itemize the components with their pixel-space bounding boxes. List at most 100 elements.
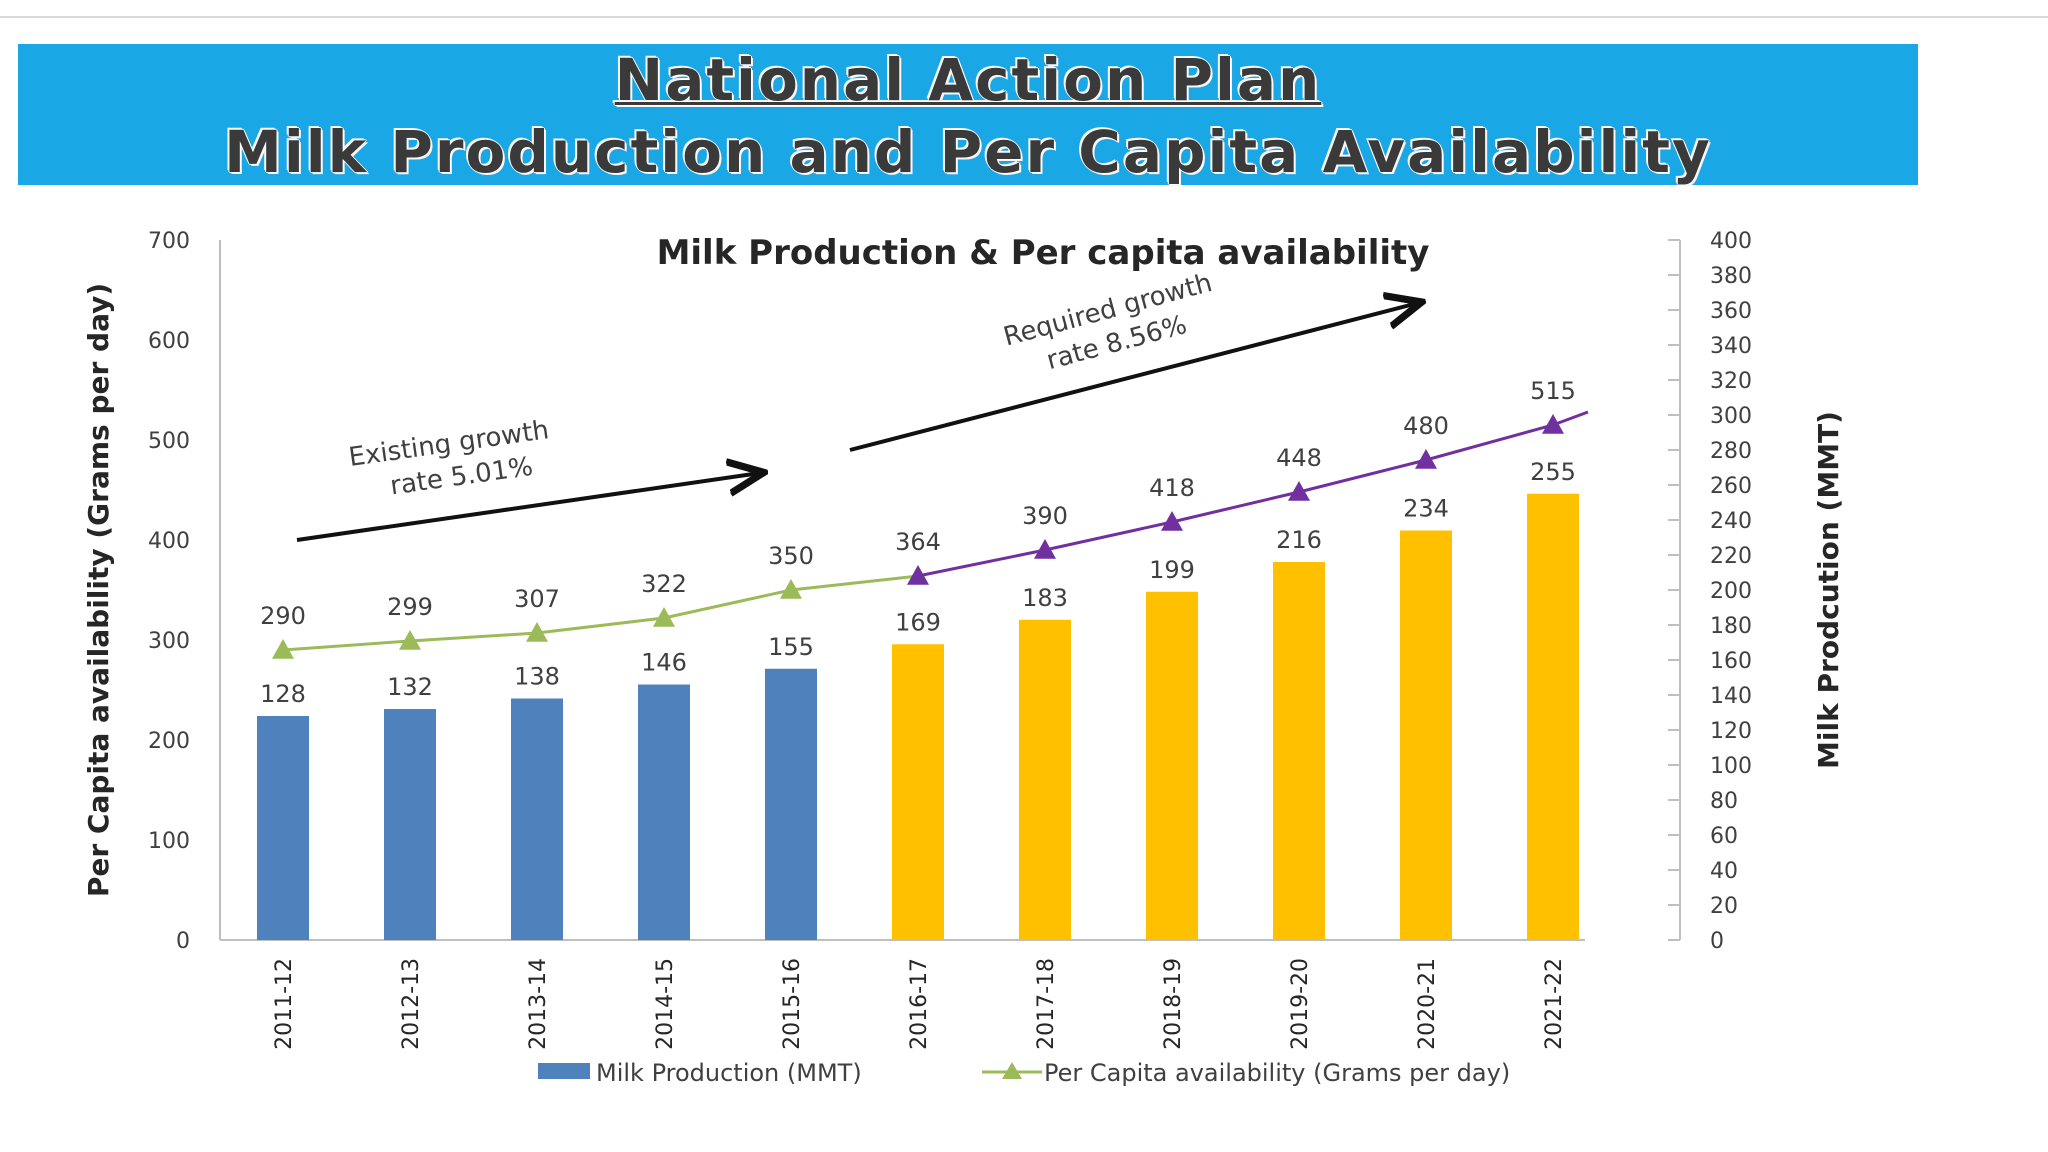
- per-capita-point-marker: [907, 565, 929, 585]
- axes: Milk Production & Per capita availabilit…: [82, 229, 1845, 1050]
- milk-production-bar: [1273, 562, 1325, 940]
- bar-value-label: 132: [387, 673, 433, 701]
- legend-label-per-capita: Per Capita availability (Grams per day): [1044, 1059, 1510, 1087]
- per-capita-point-marker: [399, 630, 421, 650]
- x-tick-label: 2013-14: [526, 958, 551, 1050]
- milk-production-bar: [384, 709, 436, 940]
- milk-production-bar: [257, 716, 309, 940]
- per-capita-line-projected: [917, 410, 1589, 578]
- left-tick-label: 400: [148, 529, 190, 554]
- required-growth-arrow: [849, 303, 1418, 452]
- per-capita-value-label: 364: [895, 528, 941, 556]
- x-tick-label: 2015-16: [780, 958, 805, 1050]
- bar-value-label: 155: [768, 633, 814, 661]
- right-axis-label: Milk Prodcution (MMT): [1812, 411, 1845, 769]
- right-tick-label: 220: [1710, 544, 1752, 569]
- per-capita-point-marker: [272, 639, 294, 659]
- per-capita-line: [272, 410, 1589, 659]
- legend-marker-per-capita: [1002, 1062, 1022, 1079]
- milk-production-bar: [511, 698, 563, 940]
- left-tick-label: 200: [148, 729, 190, 754]
- left-tick-label: 100: [148, 829, 190, 854]
- legend-label-milk-production: Milk Production (MMT): [596, 1059, 862, 1087]
- per-capita-value-label: 448: [1276, 444, 1322, 472]
- right-tick-label: 60: [1710, 824, 1738, 849]
- x-tick-label: 2017-18: [1034, 958, 1059, 1050]
- per-capita-value-label: 350: [768, 542, 814, 570]
- right-tick-label: 300: [1710, 404, 1752, 429]
- per-capita-point-marker: [1288, 481, 1310, 501]
- right-tick-label: 120: [1710, 719, 1752, 744]
- right-tick-label: 380: [1710, 264, 1752, 289]
- right-tick-label: 160: [1710, 649, 1752, 674]
- x-tick-label: 2018-19: [1161, 958, 1186, 1050]
- right-tick-label: 320: [1710, 369, 1752, 394]
- milk-production-bar: [1146, 591, 1198, 940]
- per-capita-point-marker: [1161, 511, 1183, 531]
- right-tick-label: 360: [1710, 299, 1752, 324]
- per-capita-point-marker: [780, 579, 802, 599]
- milk-production-bar: [638, 684, 690, 940]
- per-capita-point-marker: [1034, 539, 1056, 559]
- legend: Milk Production (MMT) Per Capita availabi…: [538, 1059, 1510, 1087]
- right-tick-label: 400: [1710, 229, 1752, 254]
- per-capita-value-label: 418: [1149, 474, 1195, 502]
- per-capita-line-actual: [282, 574, 919, 652]
- existing-growth-arrow: [296, 473, 760, 542]
- bar-value-label: 169: [895, 608, 941, 636]
- per-capita-value-label: 515: [1530, 377, 1576, 405]
- milk-production-bar: [1400, 530, 1452, 940]
- bar-value-label: 138: [514, 663, 560, 691]
- per-capita-point-marker: [1415, 449, 1437, 469]
- milk-production-bar: [765, 668, 817, 940]
- x-tick-label: 2012-13: [399, 958, 424, 1050]
- bar-value-label: 183: [1022, 584, 1068, 612]
- milk-production-bar: [1527, 493, 1579, 940]
- right-tick-label: 340: [1710, 334, 1752, 359]
- x-tick-label: 2014-15: [653, 958, 678, 1050]
- right-tick-label: 40: [1710, 859, 1738, 884]
- per-capita-value-label: 290: [260, 602, 306, 630]
- chart-title: Milk Production & Per capita availabilit…: [657, 233, 1430, 273]
- banner-subtitle: Milk Production and Per Capita Availabil…: [224, 118, 1712, 186]
- milk-production-bar: [1019, 619, 1071, 940]
- bar-value-label: 234: [1403, 495, 1449, 523]
- per-capita-point-marker: [653, 607, 675, 627]
- right-tick-label: 200: [1710, 579, 1752, 604]
- right-tick-label: 20: [1710, 894, 1738, 919]
- bar-value-label: 199: [1149, 556, 1195, 584]
- per-capita-value-label: 307: [514, 585, 560, 613]
- bar-value-label: 216: [1276, 526, 1322, 554]
- title-banner: National Action Plan Milk Production and…: [18, 44, 1918, 186]
- left-axis-label: Per Capita availability (Grams per day): [82, 283, 115, 897]
- bar-value-label: 128: [260, 680, 306, 708]
- left-tick-label: 300: [148, 629, 190, 654]
- right-tick-label: 140: [1710, 684, 1752, 709]
- x-tick-label: 2011-12: [272, 958, 297, 1050]
- x-tick-label: 2016-17: [907, 958, 932, 1050]
- top-divider: [0, 16, 2048, 18]
- right-tick-label: 280: [1710, 439, 1752, 464]
- data-labels: 128 132 138 146 155 169 183 199 216 234 255 290 299 3…: [260, 377, 1576, 708]
- left-tick-label: 700: [148, 229, 190, 254]
- bar-value-label: 146: [641, 649, 687, 677]
- milk-production-bar: [892, 644, 944, 940]
- right-tick-label: 100: [1710, 754, 1752, 779]
- right-tick-label: 260: [1710, 474, 1752, 499]
- banner-title: National Action Plan: [614, 46, 1322, 114]
- bars: [257, 493, 1579, 940]
- left-tick-label: 0: [176, 929, 190, 954]
- per-capita-point-marker: [1542, 414, 1564, 434]
- per-capita-value-label: 299: [387, 593, 433, 621]
- per-capita-point-marker: [526, 622, 548, 642]
- left-tick-label: 600: [148, 329, 190, 354]
- per-capita-value-label: 480: [1403, 412, 1449, 440]
- x-tick-label: 2020-21: [1415, 958, 1440, 1050]
- legend-swatch-milk-production: [538, 1063, 590, 1079]
- right-tick-label: 80: [1710, 789, 1738, 814]
- per-capita-value-label: 322: [641, 570, 687, 598]
